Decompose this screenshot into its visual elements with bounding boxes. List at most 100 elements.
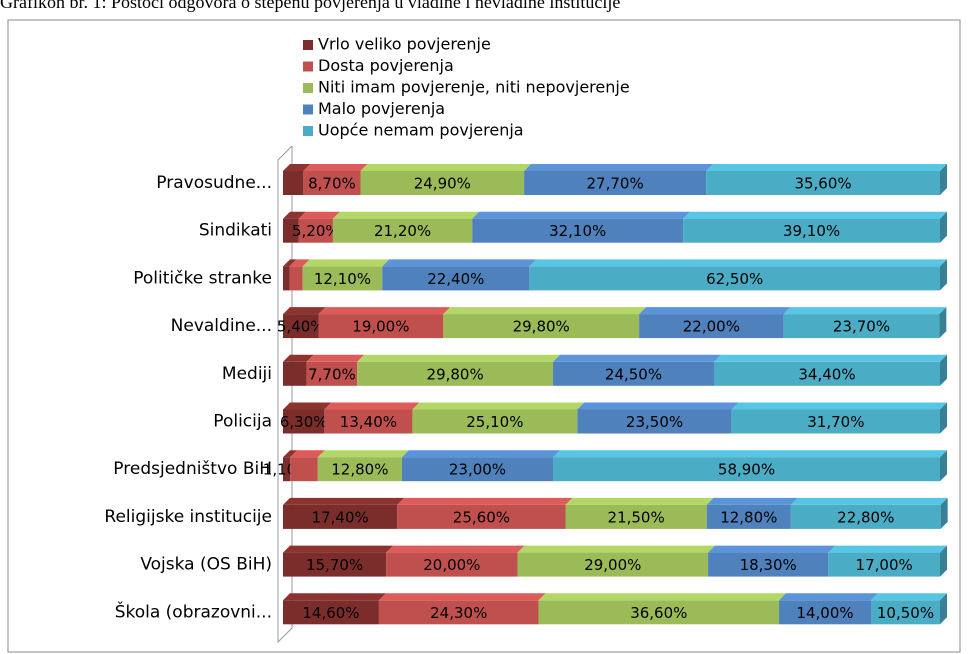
bar-top <box>790 497 948 505</box>
data-label: 5,40% <box>277 318 325 336</box>
bar-top <box>779 593 879 601</box>
data-label: 29,80% <box>427 365 484 383</box>
data-label: 7,70% <box>308 365 356 383</box>
data-label: 20,00% <box>423 556 480 574</box>
category-label: Sindikati <box>199 221 272 241</box>
bar-top <box>324 402 420 410</box>
bar-segment <box>779 600 872 625</box>
data-label: 13,40% <box>340 413 397 431</box>
bar-segment <box>378 600 539 625</box>
bar-segment <box>529 266 940 291</box>
bar-top <box>283 593 386 601</box>
bar-segment <box>871 600 940 625</box>
bar-segment <box>332 218 473 243</box>
bar-segment <box>306 361 358 386</box>
bar-top <box>283 354 314 362</box>
bar-top <box>378 593 546 601</box>
bar-segment <box>713 361 940 386</box>
bar-top <box>412 402 585 410</box>
legend-label: Niti imam povjerenje, niti nepovjerenje <box>318 78 630 97</box>
bar-top <box>731 402 947 410</box>
data-label: 29,00% <box>584 556 641 574</box>
bar-segment <box>706 504 791 529</box>
legend-swatch <box>303 126 313 136</box>
bar-segment <box>683 218 940 243</box>
bar-segment <box>289 266 303 291</box>
legend-label: Uopće nemam povjerenja <box>318 121 524 140</box>
legend-swatch <box>303 40 313 50</box>
data-label: 25,10% <box>466 413 523 431</box>
bar-end <box>940 164 947 195</box>
bar-segment <box>357 361 554 386</box>
bar-segment <box>443 314 640 339</box>
bar-top <box>565 497 714 505</box>
bar-top <box>443 307 647 315</box>
data-label: 6,30% <box>280 413 328 431</box>
bar-top <box>318 307 451 315</box>
data-label: 24,90% <box>414 175 471 193</box>
bar-segment <box>565 504 707 529</box>
bar-segment <box>324 409 413 434</box>
data-label: 39,10% <box>783 222 840 240</box>
data-label: 35,60% <box>794 175 851 193</box>
data-label: 12,80% <box>720 508 777 526</box>
bar-segment <box>283 457 291 482</box>
bar-top <box>302 259 390 267</box>
bar-top <box>283 307 326 315</box>
bar-segment <box>397 504 566 529</box>
bar-top <box>303 164 368 171</box>
bar-end <box>940 259 947 291</box>
chart-title: Grafikon br. 1: Postoci odgovora o stepe… <box>0 0 620 12</box>
bar-top <box>524 164 714 171</box>
bar-top <box>360 164 532 171</box>
bar-segment <box>283 552 387 577</box>
data-label: 25,60% <box>453 508 510 526</box>
bar-segment <box>283 218 299 243</box>
bar-top <box>283 164 311 171</box>
data-label: 21,20% <box>374 222 431 240</box>
data-label: 23,70% <box>833 318 890 336</box>
bar-segment <box>783 314 940 339</box>
bar-segment <box>386 552 518 577</box>
bar-end <box>940 354 947 386</box>
bar-segment <box>538 600 780 625</box>
data-label: 14,60% <box>302 604 359 622</box>
data-label: 18,30% <box>740 556 797 574</box>
bar-segment <box>283 171 304 195</box>
bar-end <box>940 545 947 577</box>
data-label: 10,50% <box>877 604 934 622</box>
data-label: 31,70% <box>807 413 864 431</box>
bar-top <box>639 307 791 315</box>
bar-segment <box>290 457 318 482</box>
bar-top <box>289 259 310 267</box>
category-label: Vojska (OS BiH) <box>140 555 272 575</box>
bar-segment <box>524 171 707 195</box>
bar-top <box>706 497 798 505</box>
bar-segment <box>790 504 941 529</box>
category-label: Mediji <box>222 364 272 384</box>
data-label: 22,40% <box>427 270 484 288</box>
bar-segment <box>517 552 709 577</box>
data-label: 15,70% <box>306 556 363 574</box>
bar-end <box>939 307 947 339</box>
bar-end <box>940 497 948 529</box>
data-label: 34,40% <box>798 365 855 383</box>
data-label: 21,50% <box>608 508 665 526</box>
legend-swatch <box>303 104 313 115</box>
legend-label: Malo povjerenja <box>318 99 445 118</box>
bar-top <box>290 450 325 458</box>
bar-top <box>683 211 947 219</box>
legend-swatch <box>303 83 313 93</box>
bar-segment <box>303 171 361 195</box>
data-label: 62,50% <box>706 270 763 288</box>
data-label: 24,50% <box>605 365 662 383</box>
bar-end <box>940 402 947 434</box>
legend-label: Dosta povjerenja <box>318 56 454 75</box>
bar-segment <box>553 457 940 482</box>
bar-top <box>708 545 836 553</box>
bar-top <box>386 545 525 553</box>
bar-end <box>940 450 947 482</box>
bar-segment <box>318 314 444 339</box>
data-label: 8,70% <box>308 175 356 193</box>
legend-swatch <box>303 61 313 72</box>
